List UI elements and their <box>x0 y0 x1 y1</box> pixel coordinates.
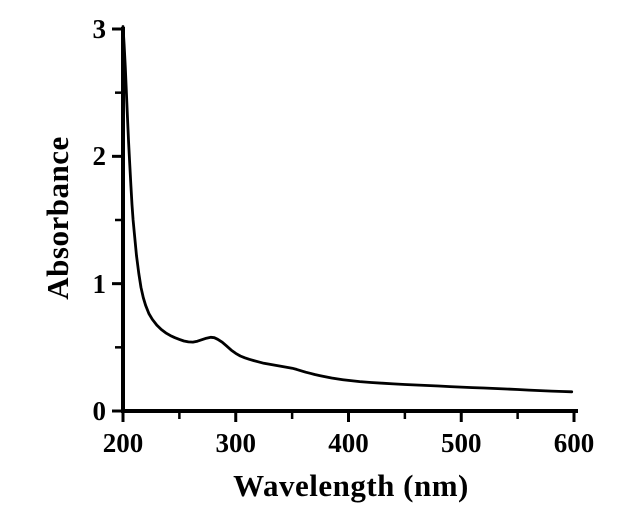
y-tick-label-0: 0 <box>92 396 107 426</box>
y-tick-label-2: 2 <box>92 141 107 172</box>
x-tick-label-600: 600 <box>553 428 595 458</box>
axis-ticks <box>112 27 576 422</box>
x-tick-label-300: 300 <box>215 428 257 458</box>
x-tick-label-500: 500 <box>441 428 482 458</box>
x-tick-label-200: 200 <box>102 428 144 458</box>
axes <box>121 27 578 413</box>
y-tick-label-3: 3 <box>92 14 107 44</box>
x-tick-label-400: 400 <box>328 428 369 458</box>
absorbance-curve <box>121 25 574 394</box>
x-axis-title: Wavelength (nm) <box>233 468 469 503</box>
y-tick-label-1: 1 <box>92 268 107 299</box>
